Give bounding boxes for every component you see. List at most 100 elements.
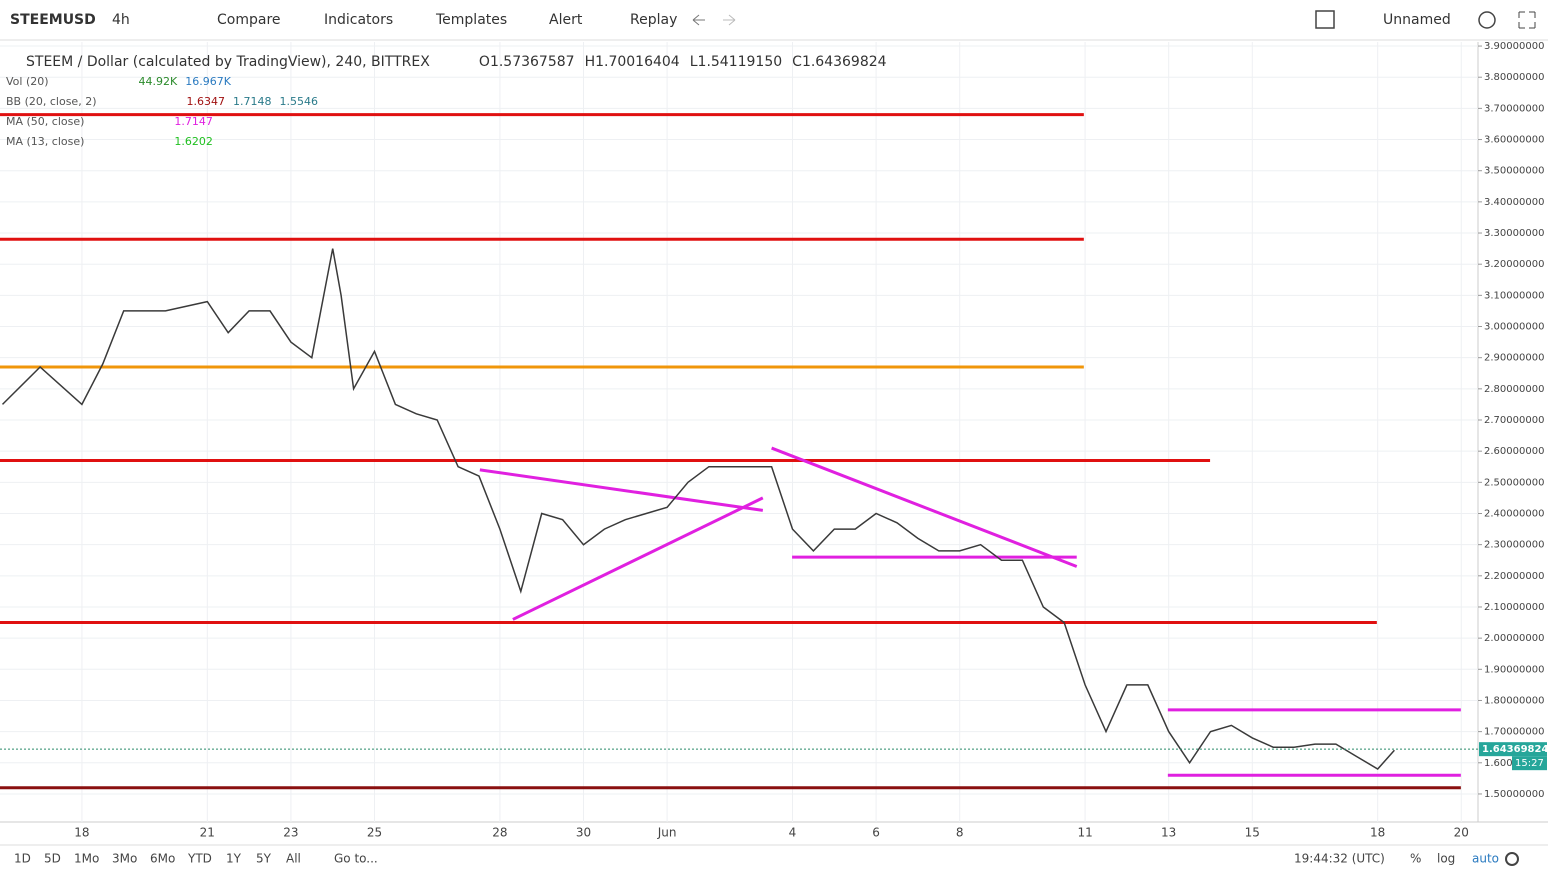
toolbar-button[interactable]: Replay xyxy=(630,12,677,28)
toolbar-button[interactable]: Templates xyxy=(435,12,507,28)
y-tick-label: 3.90000000 xyxy=(1484,41,1544,52)
x-tick-label: Jun xyxy=(657,826,677,840)
x-tick-label: 6 xyxy=(872,826,880,840)
x-tick-label: 21 xyxy=(200,826,215,840)
y-tick-label: 2.30000000 xyxy=(1484,540,1544,551)
countdown: 15:27 xyxy=(1515,758,1544,769)
indicator-value: 1.7147 xyxy=(174,115,213,128)
y-tick-label: 1.90000000 xyxy=(1484,664,1544,675)
x-tick-label: 18 xyxy=(74,826,89,840)
ohlc-label: L xyxy=(690,54,698,70)
indicator-value: 1.7148 xyxy=(233,95,272,108)
x-tick-label: 13 xyxy=(1161,826,1176,840)
x-tick-label: 4 xyxy=(789,826,797,840)
x-tick-label: 20 xyxy=(1454,826,1469,840)
y-tick-label: 1.70000000 xyxy=(1484,727,1544,738)
legend-title: STEEM / Dollar (calculated by TradingVie… xyxy=(26,54,887,70)
last-price-box xyxy=(1479,742,1547,757)
y-tick-label: 3.20000000 xyxy=(1484,259,1544,270)
indicator-legend: MA (50, close) 1.7147 xyxy=(6,115,213,128)
y-tick-label: 3.10000000 xyxy=(1484,290,1544,301)
range-button[interactable]: 1Mo xyxy=(74,852,99,866)
ohlc-value: 1.70016404 xyxy=(595,54,680,70)
range-button[interactable]: 5Y xyxy=(256,852,272,866)
y-tick-label: 2.70000000 xyxy=(1484,415,1544,426)
redo-icon[interactable] xyxy=(723,14,736,26)
toolbar-button[interactable]: Alert xyxy=(549,12,583,28)
y-tick-label: 3.50000000 xyxy=(1484,166,1544,177)
indicator-name: Vol (20) xyxy=(6,75,49,88)
toolbar-button[interactable]: Compare xyxy=(217,12,281,28)
indicator-value: 1.5546 xyxy=(280,95,319,108)
x-tick-label: 23 xyxy=(283,826,298,840)
y-tick-label: 2.80000000 xyxy=(1484,384,1544,395)
indicator-legend: BB (20, close, 2) 1.6347 1.7148 1.5546 xyxy=(6,95,318,108)
x-tick-label: 30 xyxy=(576,826,591,840)
indicator-name: MA (50, close) xyxy=(6,115,84,128)
toolbar xyxy=(0,0,1548,40)
indicator-value: 1.6202 xyxy=(174,135,213,148)
trend-line xyxy=(512,496,764,621)
y-tick-label: 3.70000000 xyxy=(1484,103,1544,114)
y-tick-label: 2.10000000 xyxy=(1484,602,1544,613)
x-tick-label: 15 xyxy=(1245,826,1260,840)
interval[interactable]: 4h xyxy=(112,12,130,28)
trend-line xyxy=(479,468,764,512)
ohlc-value: 1.57367587 xyxy=(490,54,575,70)
indicator-value: 44.92K xyxy=(139,75,178,88)
layout-name[interactable]: Unnamed xyxy=(1383,12,1451,28)
y-tick-label: 3.80000000 xyxy=(1484,72,1544,83)
indicator-name: BB (20, close, 2) xyxy=(6,95,97,108)
fullscreen-icon[interactable] xyxy=(1518,11,1536,29)
range-button[interactable]: YTD xyxy=(187,852,212,866)
x-tick-label: 25 xyxy=(367,826,382,840)
scale-option[interactable]: auto xyxy=(1472,852,1499,866)
y-tick-label: 3.60000000 xyxy=(1484,135,1544,146)
y-tick-label: 2.60000000 xyxy=(1484,446,1544,457)
symbol[interactable]: STEEMUSD xyxy=(10,12,96,28)
y-tick-label: 2.00000000 xyxy=(1484,633,1544,644)
x-tick-label: 8 xyxy=(956,826,964,840)
symbol-description: STEEM / Dollar (calculated by TradingVie… xyxy=(26,54,430,70)
y-tick-label: 1.80000000 xyxy=(1484,695,1544,706)
trend-line xyxy=(771,446,1078,568)
range-button[interactable]: 5D xyxy=(44,852,61,866)
scale-option[interactable]: % xyxy=(1410,852,1421,866)
range-button[interactable]: 6Mo xyxy=(150,852,175,866)
goto-button[interactable]: Go to... xyxy=(334,852,378,866)
ohlc-value: 1.54119150 xyxy=(698,54,783,70)
ohlc-label: O xyxy=(479,54,490,70)
x-tick-label: 28 xyxy=(492,826,507,840)
last-price-label: 1.64369824 xyxy=(1482,744,1548,755)
clock: 19:44:32 (UTC) xyxy=(1294,852,1385,866)
y-tick-label: 2.40000000 xyxy=(1484,508,1544,519)
toolbar-button[interactable]: Indicators xyxy=(324,12,393,28)
y-tick-label: 3.30000000 xyxy=(1484,228,1544,239)
settings-icon[interactable] xyxy=(1478,11,1496,29)
y-tick-label: 2.20000000 xyxy=(1484,571,1544,582)
range-button[interactable]: 3Mo xyxy=(112,852,137,866)
ohlc-label: H xyxy=(585,54,596,70)
ohlc-value: 1.64369824 xyxy=(802,54,887,70)
y-tick-label: 2.50000000 xyxy=(1484,477,1544,488)
y-tick-label: 1.50000000 xyxy=(1484,789,1544,800)
y-tick-label: 3.00000000 xyxy=(1484,322,1544,333)
range-button[interactable]: 1D xyxy=(14,852,31,866)
x-tick-label: 11 xyxy=(1077,826,1092,840)
indicator-legend: Vol (20) 44.92K 16.967K xyxy=(6,75,232,88)
x-tick-label: 18 xyxy=(1370,826,1385,840)
window-icon[interactable] xyxy=(1315,10,1335,29)
undo-icon[interactable] xyxy=(692,14,705,26)
range-button[interactable]: 1Y xyxy=(226,852,242,866)
scale-option[interactable]: log xyxy=(1437,852,1455,866)
settings-icon[interactable] xyxy=(1505,852,1519,866)
range-button[interactable]: All xyxy=(286,852,301,866)
countdown-box xyxy=(1512,756,1547,771)
indicator-value: 1.6347 xyxy=(187,95,226,108)
indicator-name: MA (13, close) xyxy=(6,135,84,148)
price-line xyxy=(1,248,1395,770)
ohlc-label: C xyxy=(792,54,802,70)
y-tick-label: 3.40000000 xyxy=(1484,197,1544,208)
indicator-value: 16.967K xyxy=(185,75,231,88)
